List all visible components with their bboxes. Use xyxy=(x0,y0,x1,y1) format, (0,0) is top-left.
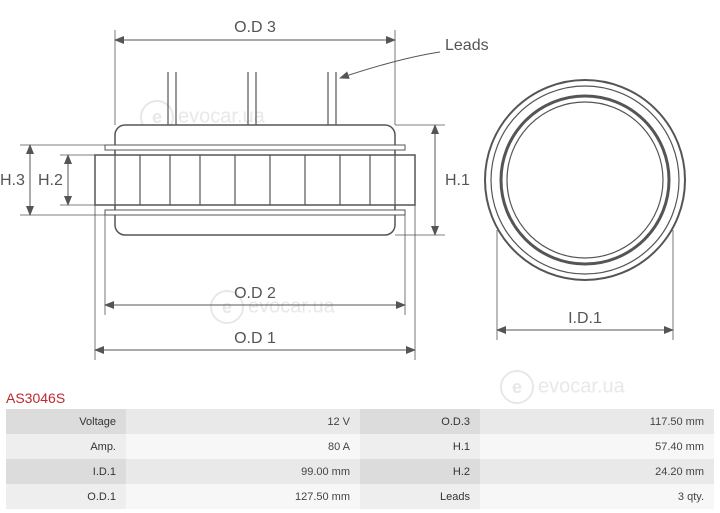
spec-label: H.2 xyxy=(360,459,480,484)
spec-label: O.D.1 xyxy=(6,484,126,509)
spec-table: Voltage 12 V O.D.3 117.50 mm Amp. 80 A H… xyxy=(6,409,714,509)
spec-value: 117.50 mm xyxy=(480,409,714,434)
spec-value: 80 A xyxy=(126,434,360,459)
dim-id1: I.D.1 xyxy=(568,310,602,327)
spec-value: 12 V xyxy=(126,409,360,434)
spec-label: I.D.1 xyxy=(6,459,126,484)
spec-label: H.1 xyxy=(360,434,480,459)
spec-label: O.D.3 xyxy=(360,409,480,434)
spec-label: Voltage xyxy=(6,409,126,434)
table-row: I.D.1 99.00 mm H.2 24.20 mm xyxy=(6,459,714,484)
dim-h2: H.2 xyxy=(38,172,63,189)
spec-label: Amp. xyxy=(6,434,126,459)
spec-label: Leads xyxy=(360,484,480,509)
table-row: Amp. 80 A H.1 57.40 mm xyxy=(6,434,714,459)
dim-od2: O.D 2 xyxy=(234,285,276,302)
spec-value: 57.40 mm xyxy=(480,434,714,459)
dim-h3: H.3 xyxy=(0,172,25,189)
label-leads: Leads xyxy=(445,37,489,54)
diagram-svg: O.D 3 Leads H.1 H.3 H.2 O.D 2 O.D 1 xyxy=(0,0,720,390)
technical-diagram: eevocar.ua eevocar.ua eevocar.ua xyxy=(0,0,720,390)
dim-od3: O.D 3 xyxy=(234,19,276,36)
dim-od1: O.D 1 xyxy=(234,330,276,347)
table-row: Voltage 12 V O.D.3 117.50 mm xyxy=(6,409,714,434)
spec-value: 24.20 mm xyxy=(480,459,714,484)
part-code: AS3046S xyxy=(6,390,65,406)
spec-value: 3 qty. xyxy=(480,484,714,509)
table-row: O.D.1 127.50 mm Leads 3 qty. xyxy=(6,484,714,509)
spec-value: 99.00 mm xyxy=(126,459,360,484)
spec-value: 127.50 mm xyxy=(126,484,360,509)
dim-h1: H.1 xyxy=(445,172,470,189)
